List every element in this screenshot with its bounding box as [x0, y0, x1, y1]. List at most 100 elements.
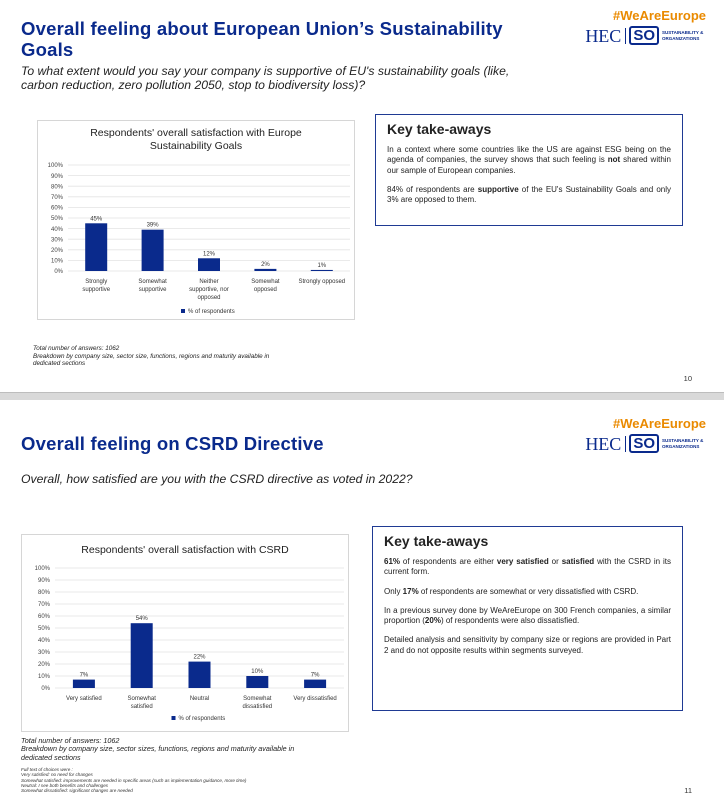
hashtag-label: #WeAreEurope: [613, 8, 706, 23]
footnote-line: dedicated sections: [21, 752, 81, 762]
partner-logos: HEC SO SUSTAINABILITY & ORGANIZATIONS: [574, 26, 706, 45]
y-tick-label: 50%: [51, 216, 64, 222]
data-label: 7%: [311, 673, 320, 679]
definition-line: Neutral: I see both benefits and challen…: [21, 782, 109, 788]
slide-11: #WeAreEurope HEC SO SUSTAINABILITY & ORG…: [0, 400, 724, 805]
y-tick-label: 100%: [35, 566, 51, 572]
definition-line: Very satisfied: no need for changes: [21, 772, 93, 778]
bar: [198, 258, 220, 271]
takeaways-title: Key take-aways: [384, 533, 489, 549]
takeaways-body: In a context where some countries like t…: [387, 145, 671, 214]
bar-chart: 0% 10% 20% 30% 40% 50% 60% 70% 80% 90% 100% 7% Very …: [35, 566, 344, 722]
takeaway-text: of respondents are either: [400, 557, 497, 566]
data-label: 22%: [193, 655, 206, 661]
bar: [246, 676, 269, 688]
so-logo: SO: [629, 434, 659, 453]
chart-panel-1: Respondents' overall satisfaction with E…: [37, 120, 355, 320]
takeaway-text: with the CSRD in its current form.: [384, 557, 672, 577]
bar-chart: 0% 10% 20% 30% 40% 50% 60% 70% 80% 90% 100% 45% Stro…: [48, 163, 350, 315]
y-tick-label: 70%: [38, 602, 51, 608]
takeaway-emphasis: satisfied: [561, 557, 595, 566]
y-tick-label: 30%: [38, 650, 51, 656]
takeaway-emphasis: very satisfied: [496, 557, 549, 566]
y-tick-label: 0%: [41, 686, 50, 692]
legend-label: % of respondents: [179, 716, 226, 722]
data-label: 2%: [261, 262, 270, 268]
footnote-line: Breakdown by company size, sector sizes,…: [21, 744, 295, 754]
data-label: 10%: [251, 669, 264, 675]
hashtag-label: #WeAreEurope: [613, 416, 706, 431]
x-category-label: Neither: [199, 279, 218, 285]
footnote-line: Total number of answers: 1062: [21, 736, 120, 745]
x-category-label: supportive: [139, 287, 167, 293]
x-category-label: Somewhat: [138, 279, 167, 285]
hec-logo: HEC: [585, 435, 627, 453]
y-tick-label: 10%: [38, 674, 51, 680]
x-category-label: Strongly opposed: [298, 279, 345, 285]
takeaway-emphasis: supportive: [477, 184, 519, 194]
so-logo-text: SUSTAINABILITY & ORGANIZATIONS: [662, 30, 704, 41]
takeaway-paragraph: Only 17% of respondents are somewhat or …: [384, 587, 671, 597]
takeaway-paragraph: 61% of respondents are either very satis…: [384, 557, 671, 578]
bar: [130, 623, 153, 688]
y-tick-label: 80%: [38, 590, 51, 596]
x-category-label: supportive, nor: [189, 287, 229, 293]
data-label: 1%: [317, 263, 326, 269]
choice-definitions: Full text of choices were : Very satisfi…: [21, 767, 246, 793]
y-tick-label: 60%: [38, 614, 51, 620]
data-label: 54%: [136, 616, 149, 622]
data-label: 12%: [203, 251, 216, 257]
takeaways-title: Key take-aways: [387, 121, 492, 137]
x-category-label: opposed: [197, 295, 220, 301]
chart-title-line-1: Respondents' overall satisfaction with C…: [81, 544, 289, 556]
chart-title: Respondents' overall satisfaction with E…: [38, 127, 354, 153]
slide-10: Overall feeling about European Union’s S…: [0, 0, 724, 392]
bar: [188, 661, 211, 688]
y-tick-label: 30%: [51, 237, 64, 243]
hec-logo: HEC: [585, 27, 627, 45]
takeaway-paragraph: Detailed analysis and sensitivity by com…: [384, 635, 671, 656]
x-category-label: Neutral: [190, 696, 209, 702]
footnote-line: dedicated sections: [33, 360, 86, 368]
definition-line: Somewhat satisfied: improvements are nee…: [21, 777, 247, 783]
bar: [304, 679, 327, 688]
takeaway-paragraph: In a previous survey done by WeAreEurope…: [384, 606, 671, 627]
definition-line: Somewhat dissatisfied: significant chang…: [21, 788, 133, 794]
takeaway-text: In a context where some countries like t…: [387, 145, 671, 165]
x-category-label: Very satisfied: [66, 696, 102, 702]
brand-block: #WeAreEurope HEC SO SUSTAINABILITY & ORG…: [574, 8, 706, 45]
footnotes: Total number of answers: 1062 Breakdown …: [21, 736, 295, 762]
chart-title-line-2: Sustainability Goals: [149, 140, 243, 152]
y-tick-label: 0%: [54, 269, 63, 275]
x-category-label: opposed: [254, 287, 277, 293]
x-category-label: Strongly: [85, 279, 107, 285]
takeaway-text: shared within our sample of European com…: [387, 155, 672, 175]
x-category-label: Somewhat: [243, 696, 272, 702]
chart-panel-2: Respondents' overall satisfaction with C…: [21, 534, 349, 732]
y-tick-label: 50%: [38, 626, 51, 632]
question-line-2: carbon reduction, zero pollution 2050, s…: [21, 78, 366, 92]
takeaway-text: ) of respondents were also dissatisfied.: [440, 616, 580, 626]
y-tick-label: 40%: [38, 638, 51, 644]
key-takeaways-box: Key take-aways In a context where some c…: [375, 114, 683, 226]
x-category-label: dissatisfied: [242, 704, 272, 710]
bar: [141, 229, 164, 271]
data-label: 7%: [80, 673, 89, 679]
x-category-label: satisfied: [131, 704, 153, 710]
page-number: 11: [684, 786, 692, 795]
partner-logos: HEC SO SUSTAINABILITY & ORGANIZATIONS: [574, 434, 706, 453]
slide-title: Overall feeling on CSRD Directive: [21, 433, 324, 454]
takeaway-text: 84% of respondents are: [387, 184, 478, 194]
slide-title-line-2: Goals: [21, 39, 74, 60]
takeaway-text: Detailed analysis and sensitivity by com…: [384, 635, 671, 655]
key-takeaways-box: Key take-aways 61% of respondents are ei…: [372, 526, 683, 711]
legend-swatch: [171, 716, 176, 720]
bar: [310, 269, 333, 271]
bar: [72, 679, 95, 688]
takeaway-text: of respondents are somewhat or very diss…: [418, 586, 639, 596]
slide-question: To what extent would you say your compan…: [21, 64, 509, 92]
footnote-line: Total number of answers: 1062: [33, 345, 120, 352]
takeaway-emphasis: 17%: [402, 586, 419, 596]
bar: [254, 268, 277, 271]
bar: [85, 223, 108, 271]
